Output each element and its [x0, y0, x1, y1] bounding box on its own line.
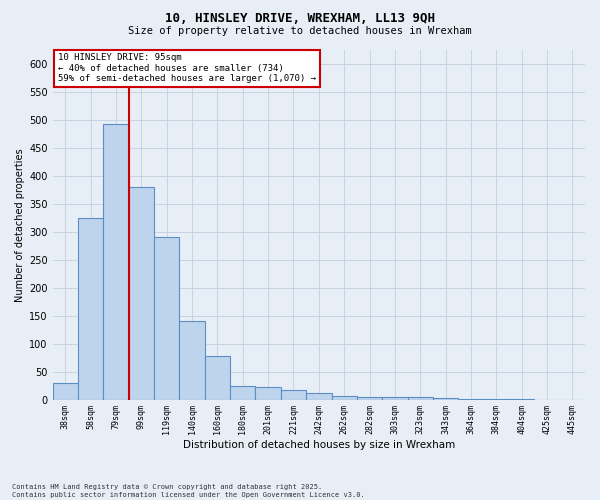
Bar — [484, 399, 509, 400]
Bar — [205, 356, 230, 400]
Bar — [382, 398, 407, 400]
Bar — [407, 398, 433, 400]
Bar — [256, 388, 281, 400]
Y-axis label: Number of detached properties: Number of detached properties — [15, 148, 25, 302]
Bar — [332, 396, 357, 400]
Bar — [154, 238, 179, 400]
Bar — [281, 390, 306, 400]
Text: 10 HINSLEY DRIVE: 95sqm
← 40% of detached houses are smaller (734)
59% of semi-d: 10 HINSLEY DRIVE: 95sqm ← 40% of detache… — [58, 54, 316, 84]
Bar — [458, 399, 484, 400]
Bar — [103, 124, 129, 400]
Bar — [306, 393, 332, 400]
Bar — [78, 218, 103, 400]
Bar — [357, 397, 382, 400]
Bar — [509, 399, 535, 400]
Bar — [433, 398, 458, 400]
Text: Contains HM Land Registry data © Crown copyright and database right 2025.
Contai: Contains HM Land Registry data © Crown c… — [12, 484, 365, 498]
Text: Size of property relative to detached houses in Wrexham: Size of property relative to detached ho… — [128, 26, 472, 36]
Bar — [129, 187, 154, 400]
Bar — [53, 383, 78, 400]
Text: 10, HINSLEY DRIVE, WREXHAM, LL13 9QH: 10, HINSLEY DRIVE, WREXHAM, LL13 9QH — [165, 12, 435, 26]
Bar — [230, 386, 256, 400]
X-axis label: Distribution of detached houses by size in Wrexham: Distribution of detached houses by size … — [183, 440, 455, 450]
Bar — [179, 322, 205, 400]
